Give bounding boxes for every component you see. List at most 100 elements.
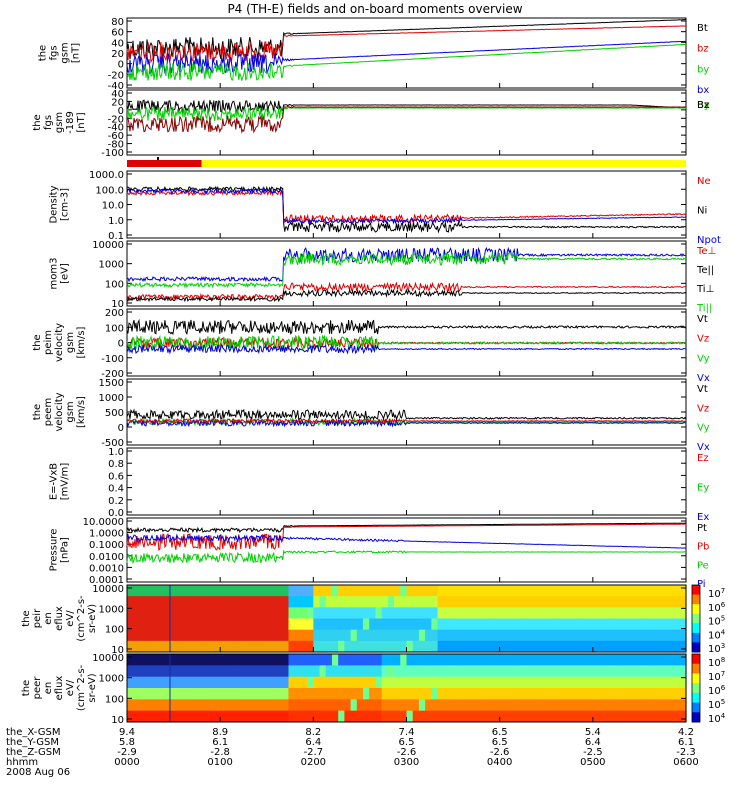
x-axis-value: 6.5	[491, 737, 508, 748]
colorbar-frame	[691, 653, 701, 723]
heatmap-cell	[512, 618, 519, 631]
heatmap-cell	[493, 585, 501, 597]
colorbar-label: 104	[708, 712, 726, 725]
heatmap-cell	[238, 688, 246, 700]
heatmap-cell	[151, 618, 159, 631]
heatmap-cell	[474, 629, 482, 642]
heatmap-cell	[189, 629, 196, 642]
legend-entry: Ey	[697, 483, 709, 494]
heatmap-cell	[648, 688, 656, 700]
heatmap-cell	[555, 596, 563, 608]
heatmap-cell	[543, 699, 550, 712]
heatmap-cell	[220, 676, 227, 689]
heatmap-cell	[251, 607, 259, 619]
heatmap-cell	[133, 607, 141, 619]
heatmap-cell	[468, 699, 476, 712]
heatmap-cell	[294, 654, 302, 666]
heatmap-cell	[232, 688, 240, 700]
colorbar-label: 105	[708, 615, 725, 628]
data-trace	[126, 251, 687, 289]
y-tick-label: 1000	[99, 393, 124, 404]
heatmap-cell	[344, 585, 352, 597]
heatmap-cell	[630, 629, 637, 642]
heatmap-cell	[213, 629, 221, 642]
x-axis-value: 6.1	[212, 737, 229, 748]
heatmap-cell	[282, 640, 290, 653]
heatmap-cell	[213, 640, 221, 653]
heatmap-cell	[623, 710, 631, 723]
heatmap-cell	[667, 665, 675, 678]
heatmap-cell	[307, 640, 314, 653]
y-tick-label: -100	[101, 148, 124, 159]
heatmap-cell	[449, 654, 457, 666]
heatmap-cell	[468, 585, 476, 597]
heatmap-cell	[369, 618, 377, 631]
heatmap-cell	[307, 629, 314, 642]
heatmap-cell	[350, 618, 358, 631]
heatmap-cell	[561, 676, 569, 689]
colorbar-band	[692, 663, 700, 674]
heatmap-cell	[189, 596, 196, 608]
heatmap-cell	[394, 596, 401, 608]
heatmap-cell	[238, 654, 246, 666]
heatmap-cell	[636, 665, 644, 678]
y-tick-label: 0	[118, 339, 124, 350]
y-axis-label: velocity	[54, 323, 65, 362]
heatmap-cell	[487, 665, 495, 678]
colorbar-band	[692, 604, 700, 615]
heatmap-cell	[462, 654, 470, 666]
heatmap-cell	[623, 585, 631, 597]
heatmap-cell	[574, 688, 582, 700]
y-tick-label: 80	[111, 17, 124, 28]
heatmap-cell	[536, 585, 544, 597]
heatmap-cell	[412, 607, 420, 619]
legend-entry: By	[697, 100, 710, 111]
heatmap-cell	[630, 688, 637, 700]
heatmap-cell	[139, 640, 147, 653]
y-axis-label: velocity	[54, 392, 65, 431]
heatmap-cell	[630, 676, 637, 689]
heatmap-cell	[307, 665, 314, 678]
heatmap-cell	[654, 640, 662, 653]
heatmap-cell	[344, 654, 352, 666]
heatmap-cell	[356, 654, 364, 666]
heatmap-cell	[518, 688, 526, 700]
y-tick-label: 0	[118, 60, 124, 71]
y-axis-label: [km/s]	[76, 326, 87, 358]
heatmap-cell	[133, 665, 141, 678]
heatmap-cell	[245, 699, 252, 712]
heatmap-cell	[319, 676, 327, 689]
heatmap-cell	[443, 607, 451, 619]
heatmap-cell	[158, 618, 165, 631]
heatmap-cell	[648, 585, 656, 597]
heatmap-cell	[536, 618, 544, 631]
heatmap-cell	[207, 640, 215, 653]
x-axis-value: 7.4	[398, 727, 415, 738]
heatmap-cell	[493, 699, 501, 712]
heatmap-cell	[418, 640, 426, 653]
colorbar-band	[692, 692, 700, 704]
heatmap-cell	[617, 640, 625, 653]
heatmap-cell	[269, 654, 277, 666]
heatmap-cell	[201, 654, 209, 666]
heatmap-cell	[294, 607, 302, 619]
heatmap-cell	[449, 688, 457, 700]
heatmap-cell	[195, 654, 203, 666]
heatmap-cell	[195, 618, 203, 631]
heatmap-cell	[425, 640, 432, 653]
y-tick-label: 0.4	[108, 484, 124, 495]
heatmap-cell	[251, 676, 259, 689]
heatmap-cell	[331, 676, 339, 689]
heatmap-cell	[213, 585, 221, 597]
colorbar-band	[692, 673, 700, 684]
heatmap-cell	[561, 585, 569, 597]
heatmap-cell	[325, 688, 333, 700]
heatmap-cell	[319, 688, 327, 700]
heatmap-cell	[642, 640, 650, 653]
heatmap-cell	[226, 585, 234, 597]
heatmap-cell	[561, 607, 569, 619]
heatmap-cell	[350, 640, 358, 653]
heatmap-cell	[599, 654, 606, 666]
heatmap-cell	[331, 640, 339, 653]
heatmap-cell	[331, 710, 339, 723]
